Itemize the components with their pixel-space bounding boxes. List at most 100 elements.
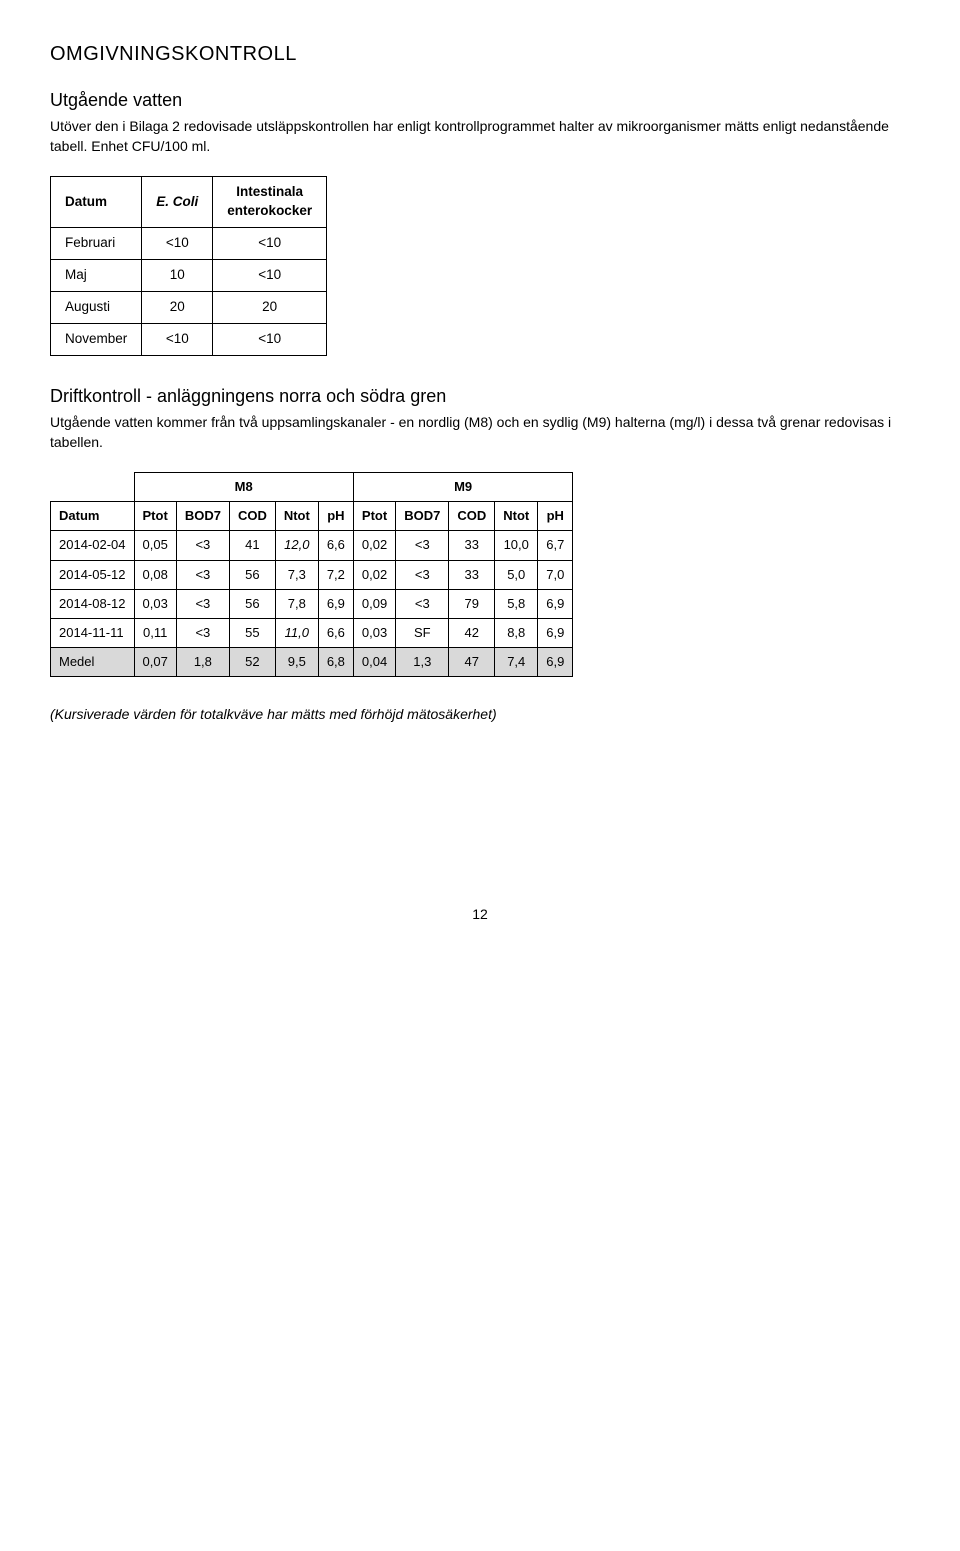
t2-cell-m9-cod: 33 [449,531,495,560]
t2-cell-m9-ptot: 0,02 [353,531,395,560]
t2-cell-m9-ptot: 0,02 [353,560,395,589]
t1-h3-line1: Intestinala [236,184,303,199]
t2-cell-date: 2014-02-04 [51,531,135,560]
t1-cell-month: Maj [51,260,142,292]
t2-cell-m9-ntot: 8,8 [495,619,538,648]
t1-cell-month: November [51,323,142,355]
t2-cell-m8-ntot: 11,0 [275,619,318,648]
t2-medel-m9-ptot: 0,04 [353,648,395,677]
section1-intro: Utöver den i Bilaga 2 redovisade utsläpp… [50,117,910,156]
footnote: (Kursiverade värden för totalkväve har m… [50,705,910,725]
t2-cell-m8-ntot: 12,0 [275,531,318,560]
t2-medel-m9-bod7: 1,3 [396,648,449,677]
t2-cell-m9-bod7: <3 [396,531,449,560]
t2-cell-m9-ph: 6,7 [538,531,573,560]
t2-cell-m8-cod: 41 [229,531,275,560]
t2-group-m9: M9 [353,473,572,502]
t2-cell-m9-ph: 7,0 [538,560,573,589]
t2-h-date: Datum [51,502,135,531]
t1-cell-entero: <10 [213,228,327,260]
t1-cell-month: Augusti [51,291,142,323]
t2-cell-m8-bod7: <3 [176,619,229,648]
table-row: November<10<10 [51,323,327,355]
t2-medel-m8-ptot: 0,07 [134,648,176,677]
t2-h-m8-ph: pH [318,502,353,531]
t2-cell-m9-bod7: SF [396,619,449,648]
t2-cell-m9-cod: 79 [449,589,495,618]
t2-cell-m9-bod7: <3 [396,589,449,618]
t1-cell-entero: 20 [213,291,327,323]
t2-h-m9-bod7: BOD7 [396,502,449,531]
t2-cell-m9-ph: 6,9 [538,619,573,648]
table-row: Maj10<10 [51,260,327,292]
t2-cell-m8-cod: 56 [229,560,275,589]
t2-medel-m9-ph: 6,9 [538,648,573,677]
section2-intro: Utgående vatten kommer från två uppsamli… [50,413,910,452]
page-heading: OMGIVNINGSKONTROLL [50,40,910,68]
t2-cell-m9-ptot: 0,09 [353,589,395,618]
t2-cell-date: 2014-05-12 [51,560,135,589]
t2-h-m9-ph: pH [538,502,573,531]
t1-cell-ecoli: <10 [142,323,213,355]
t1-cell-ecoli: 10 [142,260,213,292]
table-row: 2014-02-040,05<34112,06,60,02<33310,06,7 [51,531,573,560]
t2-h-m8-ntot: Ntot [275,502,318,531]
t1-h3-line2: enterokocker [227,203,312,218]
t2-h-m8-bod7: BOD7 [176,502,229,531]
t2-cell-m8-cod: 55 [229,619,275,648]
t2-h-m9-ptot: Ptot [353,502,395,531]
t1-cell-month: Februari [51,228,142,260]
table-row: Augusti2020 [51,291,327,323]
table-row: Februari<10<10 [51,228,327,260]
t2-cell-m8-ph: 6,6 [318,619,353,648]
table-driftkontroll: M8 M9 Datum Ptot BOD7 COD Ntot pH Ptot B… [50,472,573,677]
table-row: 2014-08-120,03<3567,86,90,09<3795,86,9 [51,589,573,618]
t2-cell-m8-cod: 56 [229,589,275,618]
t1-h-datum: Datum [51,177,142,228]
section1-title: Utgående vatten [50,88,910,113]
t2-medel-m8-ntot: 9,5 [275,648,318,677]
t2-cell-m8-bod7: <3 [176,560,229,589]
t2-medel-m8-bod7: 1,8 [176,648,229,677]
table-row: 2014-11-110,11<35511,06,60,03SF428,86,9 [51,619,573,648]
t2-row-medel: Medel 0,07 1,8 52 9,5 6,8 0,04 1,3 47 7,… [51,648,573,677]
t2-cell-m8-ptot: 0,03 [134,589,176,618]
t2-medel-m8-cod: 52 [229,648,275,677]
t2-cell-date: 2014-11-11 [51,619,135,648]
t1-h-enterokocker: Intestinala enterokocker [213,177,327,228]
t2-h-m9-ntot: Ntot [495,502,538,531]
t2-medel-label: Medel [51,648,135,677]
table-row: 2014-05-120,08<3567,37,20,02<3335,07,0 [51,560,573,589]
t2-cell-m8-bod7: <3 [176,589,229,618]
t2-h-m8-cod: COD [229,502,275,531]
section2-title: Driftkontroll - anläggningens norra och … [50,384,910,409]
t2-cell-m9-cod: 42 [449,619,495,648]
t1-cell-entero: <10 [213,260,327,292]
t2-cell-m8-ptot: 0,05 [134,531,176,560]
table-microorganisms: Datum E. Coli Intestinala enterokocker F… [50,176,327,355]
t2-h-m9-cod: COD [449,502,495,531]
t1-cell-ecoli: <10 [142,228,213,260]
t1-cell-entero: <10 [213,323,327,355]
t2-cell-m8-ntot: 7,8 [275,589,318,618]
t2-cell-m9-ntot: 10,0 [495,531,538,560]
t2-cell-m8-ph: 6,6 [318,531,353,560]
t2-cell-m9-ntot: 5,0 [495,560,538,589]
t2-cell-m8-ph: 7,2 [318,560,353,589]
t2-cell-m8-ptot: 0,08 [134,560,176,589]
t2-cell-m8-ptot: 0,11 [134,619,176,648]
t2-cell-date: 2014-08-12 [51,589,135,618]
t1-cell-ecoli: 20 [142,291,213,323]
t2-cell-m9-bod7: <3 [396,560,449,589]
t2-medel-m9-ntot: 7,4 [495,648,538,677]
t1-h-ecoli: E. Coli [142,177,213,228]
t2-cell-m8-ntot: 7,3 [275,560,318,589]
t2-cell-m9-ntot: 5,8 [495,589,538,618]
t2-blank-cell [51,473,135,502]
t2-cell-m9-cod: 33 [449,560,495,589]
t2-medel-m9-cod: 47 [449,648,495,677]
t2-group-m8: M8 [134,473,353,502]
t2-cell-m9-ptot: 0,03 [353,619,395,648]
page-number: 12 [50,905,910,925]
t2-h-m8-ptot: Ptot [134,502,176,531]
